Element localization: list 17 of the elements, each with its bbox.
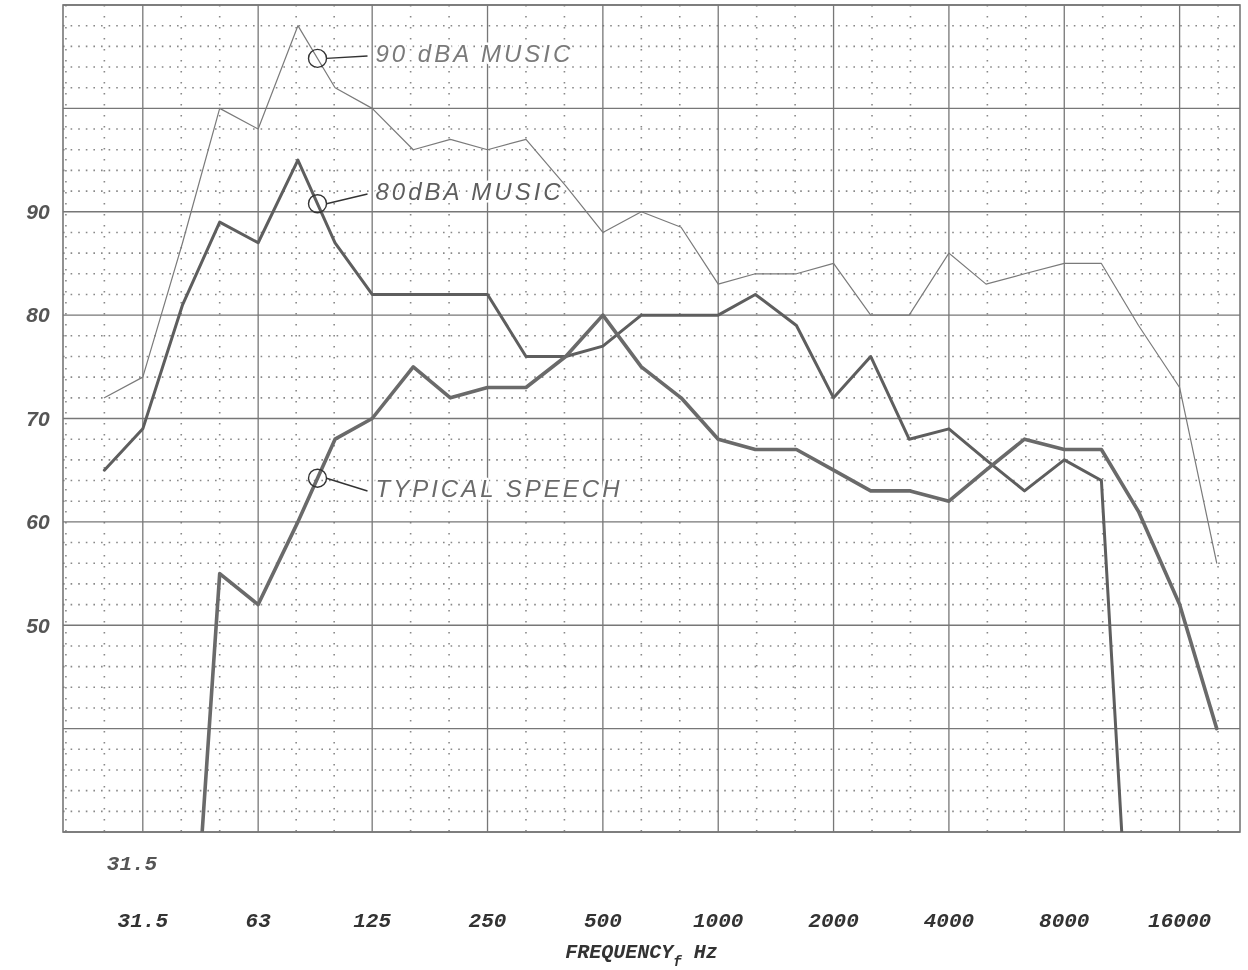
y-tick-label: 70 [26, 406, 50, 430]
x-tick-label: 250 [468, 910, 507, 933]
x-axis-title: FREQUENCY$_{f}$ Hz [565, 941, 718, 970]
x-tick-label: 1000 [693, 910, 744, 933]
x-tick-label: 8000 [1039, 910, 1090, 933]
y-tick-label: 50 [26, 613, 50, 637]
x-tick-label: 4000 [923, 910, 975, 933]
x-tick-label: 500 [583, 910, 622, 933]
x-tick-label: 2000 [808, 910, 859, 933]
x-tick-label: 31.5 [117, 910, 169, 933]
y-tick-label: 60 [26, 510, 50, 534]
x-tick-label: 125 [353, 910, 392, 933]
y-tick-label: 80 [26, 303, 50, 327]
x-tick-label: 63 [245, 910, 272, 933]
text: 31.5 [106, 853, 158, 876]
y-tick-label: 90 [26, 200, 50, 224]
x-tick-label: 16000 [1148, 910, 1212, 933]
